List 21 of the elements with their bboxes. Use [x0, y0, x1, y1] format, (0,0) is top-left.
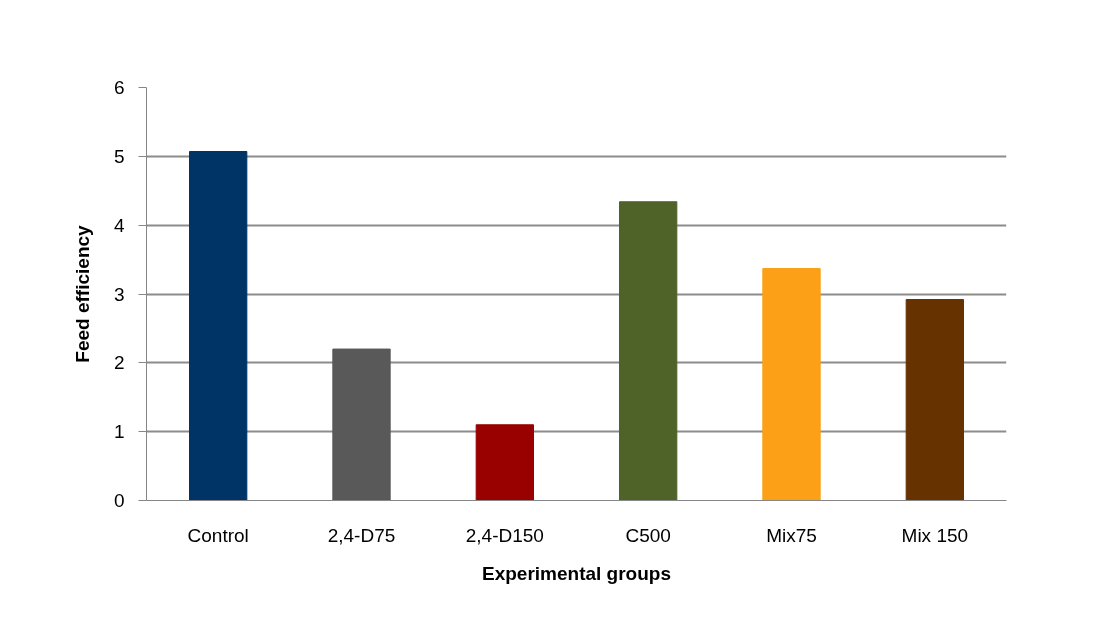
y-tick-label: 0 — [113, 490, 125, 511]
x-tick-label: 2,4-D75 — [327, 524, 396, 546]
bar — [475, 424, 534, 501]
bar — [762, 268, 821, 501]
y-tick-label: 4 — [113, 214, 125, 236]
bar — [905, 299, 964, 501]
x-axis-title: Experimental groups — [482, 562, 672, 584]
y-tick-label: 6 — [113, 77, 125, 98]
y-tick-label: 5 — [113, 145, 125, 167]
x-tick-label: Control — [187, 524, 249, 546]
y-tick-label: 3 — [113, 283, 125, 305]
bar — [619, 201, 678, 501]
y-axis-title: Feed efficiency — [71, 224, 93, 363]
x-tick-label: Mix75 — [766, 524, 817, 546]
y-tick-label: 1 — [113, 421, 125, 443]
y-tick-label: 2 — [113, 352, 125, 374]
bar — [189, 151, 248, 501]
x-tick-label: Mix 150 — [901, 524, 969, 546]
x-tick-label: C500 — [625, 524, 671, 546]
bar — [332, 348, 391, 501]
x-tick-label: 2,4-D150 — [465, 524, 544, 546]
